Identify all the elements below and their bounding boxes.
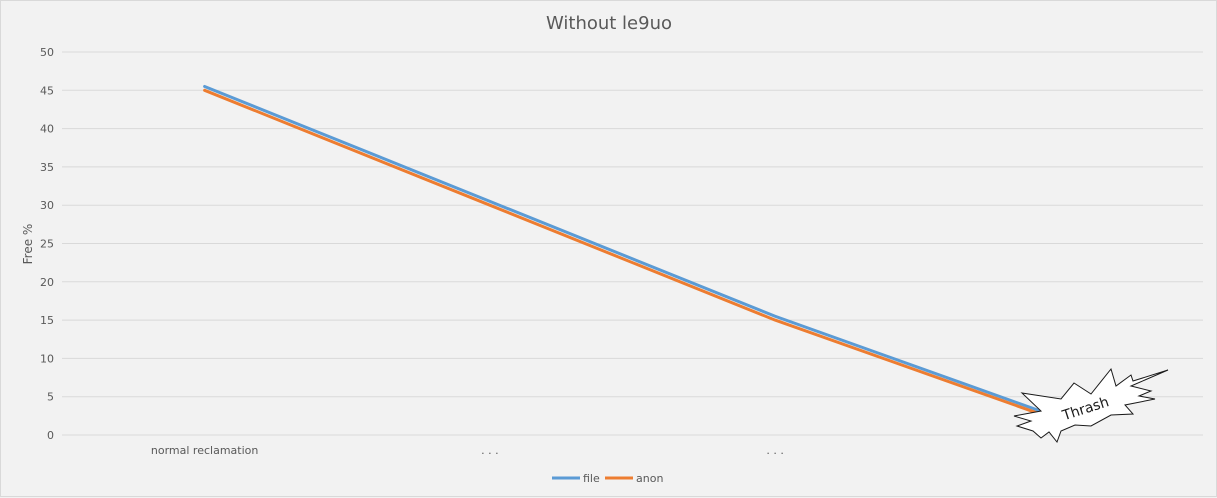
y-tick-label: 45 [40,84,54,97]
y-tick-label: 5 [47,391,54,404]
legend-label-file: file [583,472,600,485]
y-tick-label: 15 [40,314,54,327]
thrash-annotation: Thrash [1013,367,1169,444]
x-tick-label: normal reclamation [151,444,258,457]
x-tick-label: . . . [766,444,783,457]
y-tick-label: 30 [40,199,54,212]
x-tick-labels: normal reclamation . . . . . . [151,444,784,457]
y-tick-label: 0 [47,429,54,442]
legend-label-anon: anon [636,472,663,485]
y-tick-label: 40 [40,123,54,136]
x-tick-label: . . . [481,444,498,457]
chart-title: Without le9uo [546,13,672,34]
y-tick-label: 20 [40,276,54,289]
y-tick-label: 50 [40,46,54,59]
series-lines [203,84,1062,423]
y-axis-label: Free % [21,224,35,265]
series-line-anon [203,88,1062,423]
explosion-burst-icon [1013,367,1169,444]
legend: file anon [552,472,663,485]
y-tick-label: 10 [40,352,54,365]
y-tick-label: 35 [40,161,54,174]
series-line-file [203,84,1062,420]
y-tick-labels: 0 5 10 15 20 25 30 35 40 45 50 [40,46,54,442]
y-tick-label: 25 [40,238,54,251]
gridlines [62,51,1203,436]
